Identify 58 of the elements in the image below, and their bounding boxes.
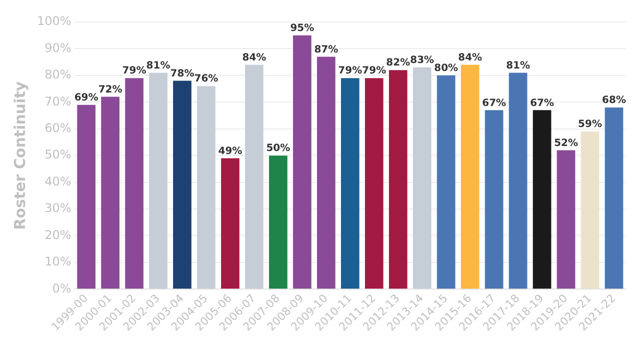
data-label: 76% (194, 74, 218, 85)
bar (532, 110, 552, 289)
data-label: 68% (602, 95, 626, 106)
bar (77, 104, 96, 289)
data-label: 84% (242, 52, 266, 64)
data-label: 84% (458, 52, 482, 64)
bar (221, 158, 240, 289)
data-label: 50% (266, 143, 290, 154)
y-tick-label: 70% (44, 94, 72, 108)
y-axis-title: Roster Continuity (10, 81, 29, 230)
y-tick-label: 20% (44, 228, 72, 242)
bar (412, 67, 432, 289)
bar (149, 72, 168, 289)
data-label: 95% (290, 22, 314, 34)
bar (460, 64, 480, 289)
y-tick-label: 100% (36, 14, 72, 28)
bar (364, 78, 384, 289)
y-tick-label: 80% (44, 68, 72, 82)
data-label: 69% (74, 92, 98, 104)
bar (316, 56, 336, 289)
data-label: 59% (578, 119, 602, 130)
bar (580, 132, 600, 289)
bar (125, 78, 144, 289)
bar (604, 107, 624, 289)
bar (173, 80, 192, 289)
y-tick-label: 60% (44, 120, 72, 135)
data-label: 87% (314, 44, 338, 56)
data-label: 80% (434, 63, 458, 74)
data-label: 49% (218, 146, 242, 157)
bar (388, 70, 408, 289)
bar (269, 156, 288, 289)
data-label: 67% (482, 98, 506, 109)
y-tick-label: 90% (44, 40, 72, 55)
data-label: 79% (122, 66, 146, 77)
y-tick-label: 10% (44, 254, 72, 269)
data-label: 78% (170, 68, 194, 80)
data-label: 72% (98, 84, 122, 96)
data-label: 67% (530, 98, 554, 109)
y-tick-label: 30% (44, 201, 72, 216)
data-label: 79% (338, 66, 362, 77)
bar (508, 72, 528, 289)
data-label: 81% (146, 60, 170, 72)
data-label: 79% (362, 66, 386, 77)
data-label: 81% (506, 60, 530, 72)
bar (293, 35, 312, 289)
data-label: 82% (386, 58, 410, 69)
data-label: 83% (410, 55, 434, 66)
y-tick-label: 0% (52, 281, 72, 296)
bar (556, 150, 576, 289)
bar (436, 75, 456, 289)
bar (245, 64, 264, 289)
data-label: 52% (554, 138, 578, 149)
y-tick-label: 50% (44, 148, 72, 162)
bar (484, 110, 504, 289)
bar (197, 86, 216, 289)
bar (340, 78, 360, 289)
y-tick-label: 40% (44, 174, 72, 188)
bar (101, 96, 120, 289)
